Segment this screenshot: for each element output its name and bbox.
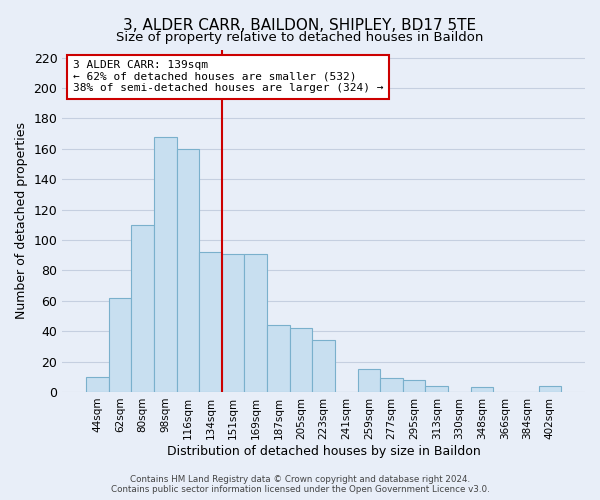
Bar xyxy=(176,149,199,392)
Bar xyxy=(131,225,154,392)
Text: 3, ALDER CARR, BAILDON, SHIPLEY, BD17 5TE: 3, ALDER CARR, BAILDON, SHIPLEY, BD17 5T… xyxy=(124,18,476,32)
Bar xyxy=(380,378,403,392)
Bar xyxy=(222,254,244,392)
Bar xyxy=(313,340,335,392)
Text: Contains HM Land Registry data © Crown copyright and database right 2024.
Contai: Contains HM Land Registry data © Crown c… xyxy=(110,475,490,494)
Bar xyxy=(358,369,380,392)
Bar xyxy=(199,252,222,392)
Text: 3 ALDER CARR: 139sqm
← 62% of detached houses are smaller (532)
38% of semi-deta: 3 ALDER CARR: 139sqm ← 62% of detached h… xyxy=(73,60,383,94)
Bar xyxy=(471,388,493,392)
Bar xyxy=(403,380,425,392)
Bar xyxy=(290,328,313,392)
Bar xyxy=(244,254,267,392)
Bar xyxy=(109,298,131,392)
Bar xyxy=(267,325,290,392)
Bar xyxy=(86,377,109,392)
Bar xyxy=(425,386,448,392)
X-axis label: Distribution of detached houses by size in Baildon: Distribution of detached houses by size … xyxy=(167,444,481,458)
Y-axis label: Number of detached properties: Number of detached properties xyxy=(15,122,28,320)
Bar xyxy=(539,386,561,392)
Bar xyxy=(154,136,176,392)
Text: Size of property relative to detached houses in Baildon: Size of property relative to detached ho… xyxy=(116,31,484,44)
